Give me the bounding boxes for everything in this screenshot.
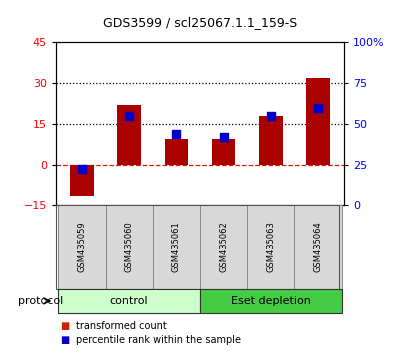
Text: GSM435063: GSM435063: [266, 222, 275, 272]
Point: [126, 113, 132, 119]
Bar: [306, 78, 330, 165]
Text: GSM435059: GSM435059: [78, 222, 86, 272]
Text: ■: ■: [60, 321, 69, 331]
Text: GSM435064: GSM435064: [314, 222, 322, 272]
Bar: [200, 205, 247, 289]
Point: [79, 167, 85, 172]
Text: transformed count: transformed count: [76, 321, 167, 331]
Bar: [70, 165, 94, 196]
Point: [315, 105, 321, 110]
Bar: [117, 105, 141, 165]
Text: Eset depletion: Eset depletion: [231, 296, 311, 306]
Text: ■: ■: [60, 335, 69, 345]
Bar: [106, 205, 153, 289]
Text: GSM435060: GSM435060: [125, 222, 134, 272]
Bar: [58, 205, 106, 289]
Bar: [247, 205, 294, 289]
Point: [173, 131, 180, 137]
Text: percentile rank within the sample: percentile rank within the sample: [76, 335, 241, 345]
Text: GSM435062: GSM435062: [219, 222, 228, 272]
Bar: [58, 289, 200, 313]
Point: [220, 134, 227, 140]
Text: protocol: protocol: [18, 296, 63, 306]
Text: GSM435061: GSM435061: [172, 222, 181, 272]
Bar: [212, 139, 236, 165]
Text: GDS3599 / scl25067.1.1_159-S: GDS3599 / scl25067.1.1_159-S: [103, 16, 297, 29]
Bar: [259, 116, 283, 165]
Bar: [200, 289, 342, 313]
Text: control: control: [110, 296, 148, 306]
Bar: [153, 205, 200, 289]
Bar: [164, 139, 188, 165]
Bar: [294, 205, 342, 289]
Point: [268, 113, 274, 119]
